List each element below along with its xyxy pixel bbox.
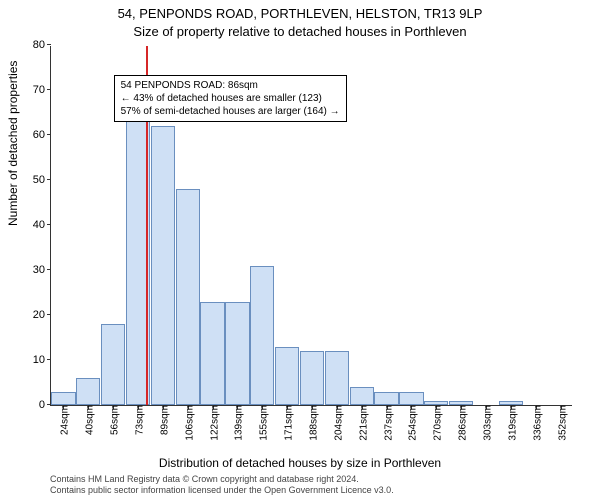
x-tick-label: 336sqm <box>528 405 543 441</box>
y-tick-mark <box>47 269 51 270</box>
y-tick-label: 60 <box>33 129 51 141</box>
copyright-line: Contains HM Land Registry data © Crown c… <box>50 474 590 485</box>
y-tick-mark <box>47 359 51 360</box>
y-tick-mark <box>47 134 51 135</box>
y-tick-label: 70 <box>33 84 51 96</box>
bar <box>76 378 100 405</box>
bar <box>51 392 75 406</box>
x-tick-label: 106sqm <box>180 405 195 441</box>
x-tick-label: 122sqm <box>205 405 220 441</box>
y-tick-mark <box>47 44 51 45</box>
y-tick-label: 30 <box>33 264 51 276</box>
bar <box>325 351 349 405</box>
x-tick-label: 40sqm <box>81 405 96 435</box>
annotation-line1: 54 PENPONDS ROAD: 86sqm <box>121 79 340 92</box>
x-tick-label: 89sqm <box>155 405 170 435</box>
bar <box>399 392 423 406</box>
y-tick-label: 0 <box>39 399 51 411</box>
copyright-text: Contains HM Land Registry data © Crown c… <box>50 474 590 496</box>
y-tick-label: 10 <box>33 354 51 366</box>
x-tick-label: 171sqm <box>280 405 295 441</box>
annotation-box: 54 PENPONDS ROAD: 86sqm← 43% of detached… <box>114 75 347 122</box>
x-tick-label: 254sqm <box>404 405 419 441</box>
x-tick-label: 24sqm <box>56 405 71 435</box>
x-axis-label: Distribution of detached houses by size … <box>0 456 600 470</box>
plot-area: 0102030405060708024sqm40sqm56sqm73sqm89s… <box>50 46 572 406</box>
copyright-line: Contains public sector information licen… <box>50 485 590 496</box>
bar <box>151 126 175 405</box>
bar <box>200 302 224 406</box>
bar <box>350 387 374 405</box>
x-tick-label: 221sqm <box>354 405 369 441</box>
y-tick-mark <box>47 224 51 225</box>
annotation-line2: ← 43% of detached houses are smaller (12… <box>121 92 340 105</box>
annotation-line3: 57% of semi-detached houses are larger (… <box>121 105 340 118</box>
x-tick-label: 204sqm <box>329 405 344 441</box>
x-tick-label: 139sqm <box>230 405 245 441</box>
bar <box>250 266 274 406</box>
x-tick-label: 237sqm <box>379 405 394 441</box>
bar <box>374 392 398 406</box>
x-tick-label: 155sqm <box>255 405 270 441</box>
y-tick-label: 50 <box>33 174 51 186</box>
x-tick-label: 352sqm <box>553 405 568 441</box>
y-tick-mark <box>47 179 51 180</box>
x-tick-label: 319sqm <box>503 405 518 441</box>
x-tick-label: 56sqm <box>106 405 121 435</box>
x-tick-label: 270sqm <box>429 405 444 441</box>
x-tick-label: 286sqm <box>454 405 469 441</box>
y-axis-label: Number of detached properties <box>6 61 20 226</box>
chart-title-line2: Size of property relative to detached ho… <box>0 24 600 39</box>
y-tick-mark <box>47 314 51 315</box>
y-tick-mark <box>47 89 51 90</box>
y-tick-label: 80 <box>33 39 51 51</box>
bar <box>176 189 200 405</box>
bar <box>225 302 249 406</box>
x-tick-label: 303sqm <box>479 405 494 441</box>
bar <box>300 351 324 405</box>
histogram-chart: 54, PENPONDS ROAD, PORTHLEVEN, HELSTON, … <box>0 0 600 500</box>
y-tick-label: 20 <box>33 309 51 321</box>
x-tick-label: 188sqm <box>305 405 320 441</box>
chart-title-line1: 54, PENPONDS ROAD, PORTHLEVEN, HELSTON, … <box>0 6 600 21</box>
x-tick-label: 73sqm <box>131 405 146 435</box>
bar <box>275 347 299 406</box>
y-tick-label: 40 <box>33 219 51 231</box>
bar <box>101 324 125 405</box>
